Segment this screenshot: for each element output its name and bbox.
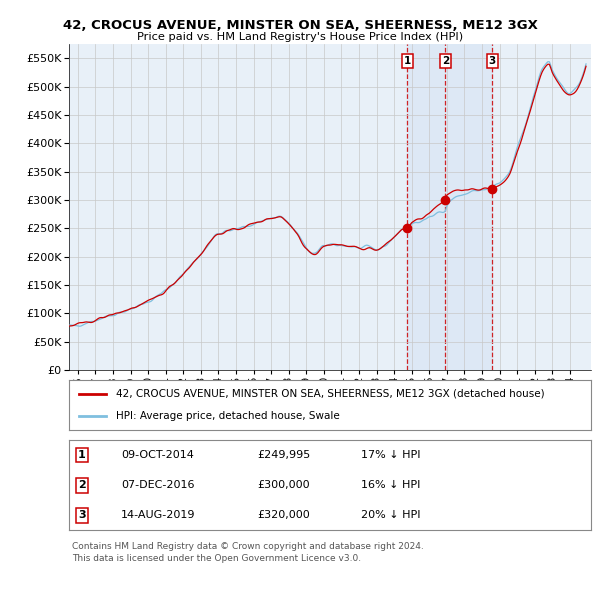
Text: 3: 3 <box>488 55 496 65</box>
Text: 42, CROCUS AVENUE, MINSTER ON SEA, SHEERNESS, ME12 3GX: 42, CROCUS AVENUE, MINSTER ON SEA, SHEER… <box>62 19 538 32</box>
Text: 3: 3 <box>78 510 86 520</box>
Text: 09-OCT-2014: 09-OCT-2014 <box>121 450 194 460</box>
Bar <box>407 44 492 370</box>
Text: HPI: Average price, detached house, Swale: HPI: Average price, detached house, Swal… <box>116 411 340 421</box>
Text: 14-AUG-2019: 14-AUG-2019 <box>121 510 196 520</box>
Text: Contains HM Land Registry data © Crown copyright and database right 2024.
This d: Contains HM Land Registry data © Crown c… <box>71 542 424 563</box>
Text: 1: 1 <box>404 55 411 65</box>
Text: 20% ↓ HPI: 20% ↓ HPI <box>361 510 421 520</box>
Text: 1: 1 <box>78 450 86 460</box>
Text: £300,000: £300,000 <box>257 480 310 490</box>
Text: 42, CROCUS AVENUE, MINSTER ON SEA, SHEERNESS, ME12 3GX (detached house): 42, CROCUS AVENUE, MINSTER ON SEA, SHEER… <box>116 389 545 399</box>
Text: £249,995: £249,995 <box>257 450 310 460</box>
Text: Price paid vs. HM Land Registry's House Price Index (HPI): Price paid vs. HM Land Registry's House … <box>137 32 463 42</box>
Text: 2: 2 <box>78 480 86 490</box>
Text: 07-DEC-2016: 07-DEC-2016 <box>121 480 194 490</box>
Text: 17% ↓ HPI: 17% ↓ HPI <box>361 450 421 460</box>
Text: £320,000: £320,000 <box>257 510 310 520</box>
Text: 2: 2 <box>442 55 449 65</box>
Text: 16% ↓ HPI: 16% ↓ HPI <box>361 480 421 490</box>
